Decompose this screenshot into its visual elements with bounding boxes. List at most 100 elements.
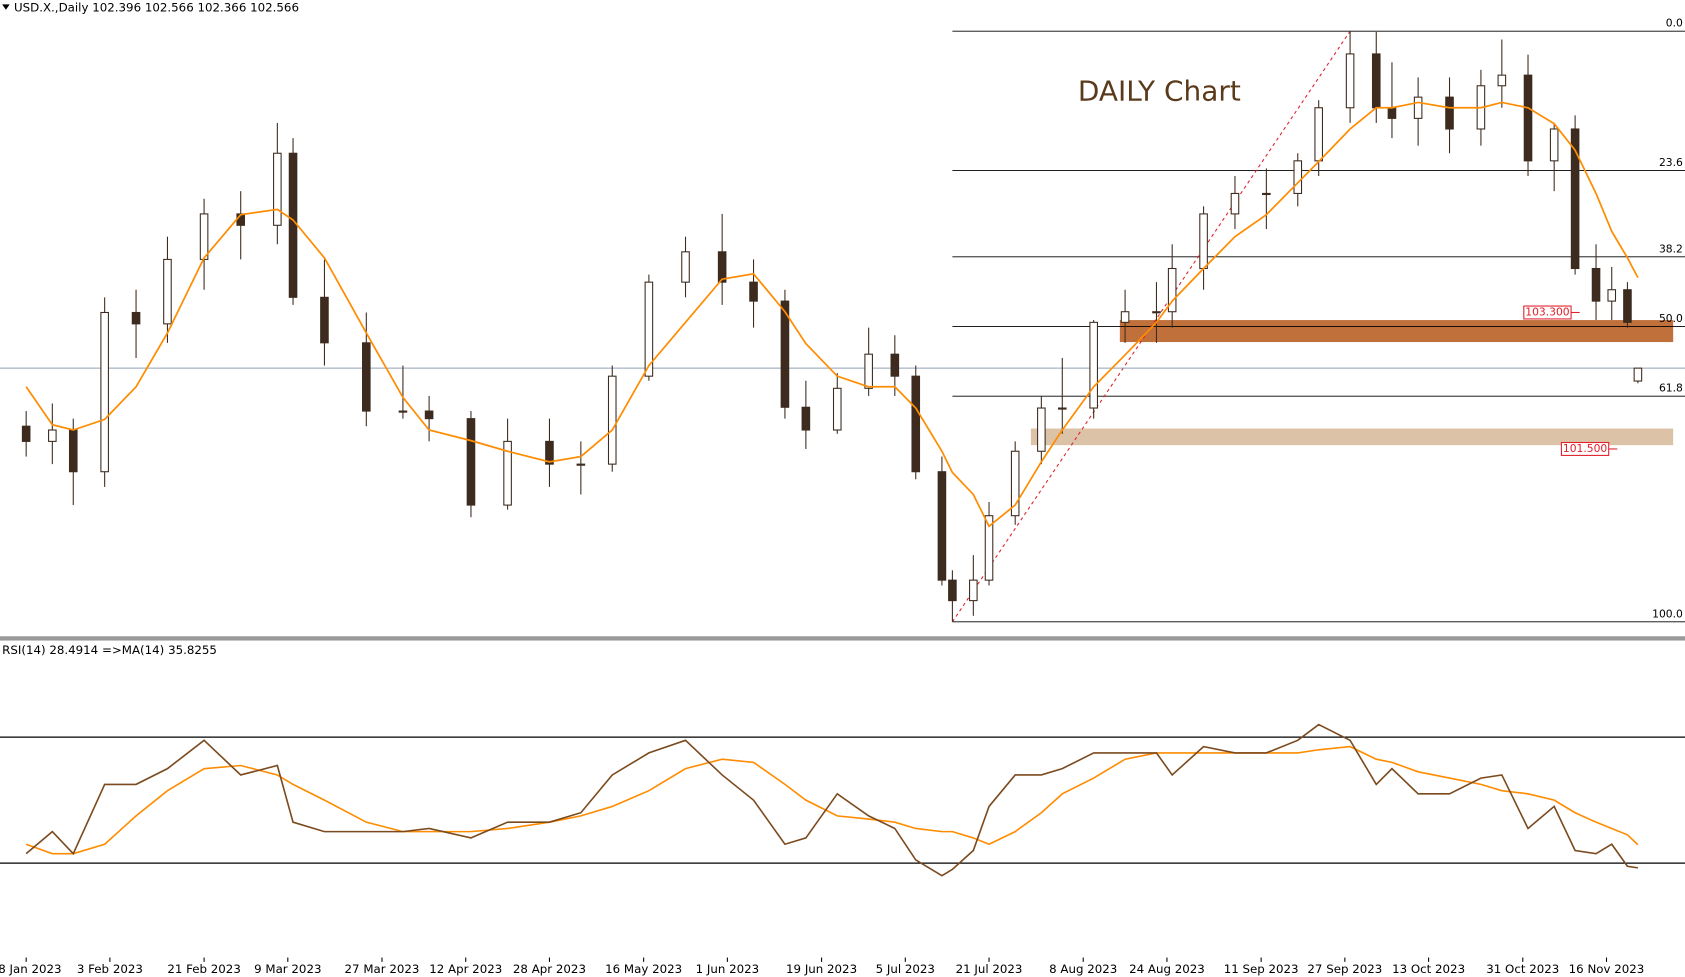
- x-tick-label: 28 Apr 2023: [513, 962, 586, 976]
- candle-body: [1057, 407, 1067, 410]
- candle-body: [1120, 311, 1130, 323]
- fib-label: 61.8: [1659, 382, 1683, 395]
- candle-body: [466, 418, 476, 506]
- x-tick-label: 27 Mar 2023: [345, 962, 420, 976]
- candle-body: [273, 152, 282, 226]
- rsi-line: [25, 723, 1639, 877]
- fib-trend: [951, 30, 1351, 623]
- rsi-line: [25, 745, 1639, 855]
- candle-body: [937, 471, 947, 581]
- candle-body: [1037, 407, 1046, 452]
- zone: [1119, 320, 1674, 343]
- candle-body: [1445, 96, 1454, 130]
- candle-body: [1314, 107, 1323, 162]
- candle-body: [780, 300, 790, 408]
- candle-body: [984, 515, 994, 581]
- candle-body: [288, 152, 298, 298]
- candle-body: [1497, 74, 1507, 87]
- candle-body: [21, 425, 31, 442]
- x-tick-label: 3 Feb 2023: [77, 962, 143, 976]
- candle-body: [749, 281, 758, 302]
- chart-title: DAILY Chart: [1078, 75, 1241, 108]
- x-tick-label: 24 Aug 2023: [1129, 962, 1205, 976]
- candle-body: [362, 342, 371, 412]
- x-tick-label: 11 Sep 2023: [1224, 962, 1299, 976]
- open: 102.396: [92, 0, 141, 14]
- candle-body: [1345, 53, 1355, 109]
- candle-body: [100, 311, 109, 473]
- candle-body: [607, 375, 617, 465]
- x-tick-label: 8 Aug 2023: [1049, 962, 1117, 976]
- candle-body: [1152, 311, 1161, 314]
- price-label: 101.500: [1563, 442, 1608, 455]
- candle-body: [199, 213, 209, 260]
- panel-separator: [0, 636, 1685, 641]
- fib-label: 50.0: [1659, 312, 1683, 325]
- candle-body: [1591, 267, 1601, 302]
- candle-body: [1549, 128, 1559, 162]
- rsi-value: 28.4914: [49, 643, 98, 657]
- x-tick-label: 21 Feb 2023: [167, 962, 241, 976]
- x-tick-label: 5 Jul 2023: [876, 962, 935, 976]
- fib-label: 100.0: [1652, 607, 1683, 620]
- price-label-box: [1560, 441, 1610, 456]
- candle-body: [1623, 289, 1632, 323]
- low: 102.366: [197, 0, 246, 14]
- fib-label: 0.0: [1666, 17, 1683, 30]
- candle-body: [1010, 450, 1020, 517]
- price-label: 103.300: [1525, 305, 1570, 318]
- candle-body: [911, 375, 921, 473]
- candle-body: [320, 296, 329, 344]
- candle-body: [890, 353, 900, 377]
- fib-label: 23.6: [1659, 156, 1683, 169]
- candle-body: [1523, 74, 1533, 162]
- candle-body: [1199, 213, 1208, 270]
- candle-body: [503, 440, 512, 506]
- candle-body: [681, 251, 690, 283]
- symbol: USD.X.,Daily: [14, 0, 88, 14]
- candle-body: [1570, 128, 1580, 270]
- fib-label: 38.2: [1659, 242, 1683, 255]
- rsi-name: RSI(14): [2, 643, 45, 657]
- x-tick-label: 13 Oct 2023: [1392, 962, 1465, 976]
- candle-body: [424, 410, 434, 420]
- candle-body: [1293, 160, 1303, 194]
- x-tick-label: 27 Sep 2023: [1307, 962, 1382, 976]
- candle-body: [1230, 192, 1240, 215]
- zone: [1030, 428, 1674, 446]
- x-tick-label: 16 Nov 2023: [1569, 962, 1645, 976]
- candle-body: [644, 281, 654, 377]
- candle-body: [1089, 321, 1098, 409]
- rsi-ma-name: =>MA(14): [102, 643, 164, 657]
- candle-body: [1633, 367, 1643, 382]
- x-tick-label: 1 Jun 2023: [696, 962, 760, 976]
- candle-body: [864, 353, 873, 389]
- candle-body: [1262, 192, 1271, 196]
- candle-body: [48, 429, 57, 442]
- candle-body: [131, 311, 141, 325]
- candle-body: [1607, 289, 1617, 302]
- menu-arrow[interactable]: [2, 4, 10, 10]
- x-tick-label: 9 Mar 2023: [254, 962, 321, 976]
- candle-body: [832, 387, 842, 431]
- candle-body: [969, 579, 978, 602]
- candle-body: [576, 463, 586, 466]
- candle-body: [163, 258, 172, 325]
- x-tick-label: 12 Apr 2023: [429, 962, 502, 976]
- moving-average: [25, 101, 1639, 528]
- x-tick-label: 31 Oct 2023: [1486, 962, 1559, 976]
- close: 102.566: [250, 0, 299, 14]
- rsi-header: RSI(14) 28.4914 =>MA(14) 35.8255: [2, 643, 217, 657]
- price-label-box: [1523, 305, 1572, 320]
- candle-body: [1167, 267, 1177, 313]
- candle-body: [1371, 53, 1381, 109]
- high: 102.566: [145, 0, 194, 14]
- candle-body: [545, 440, 554, 465]
- candle-body: [948, 579, 957, 602]
- rsi-ma-value: 35.8255: [168, 643, 217, 657]
- candle-body: [68, 429, 78, 473]
- candle-body: [1413, 96, 1423, 119]
- chart-header: USD.X.,Daily 102.396 102.566 102.366 102…: [14, 0, 299, 14]
